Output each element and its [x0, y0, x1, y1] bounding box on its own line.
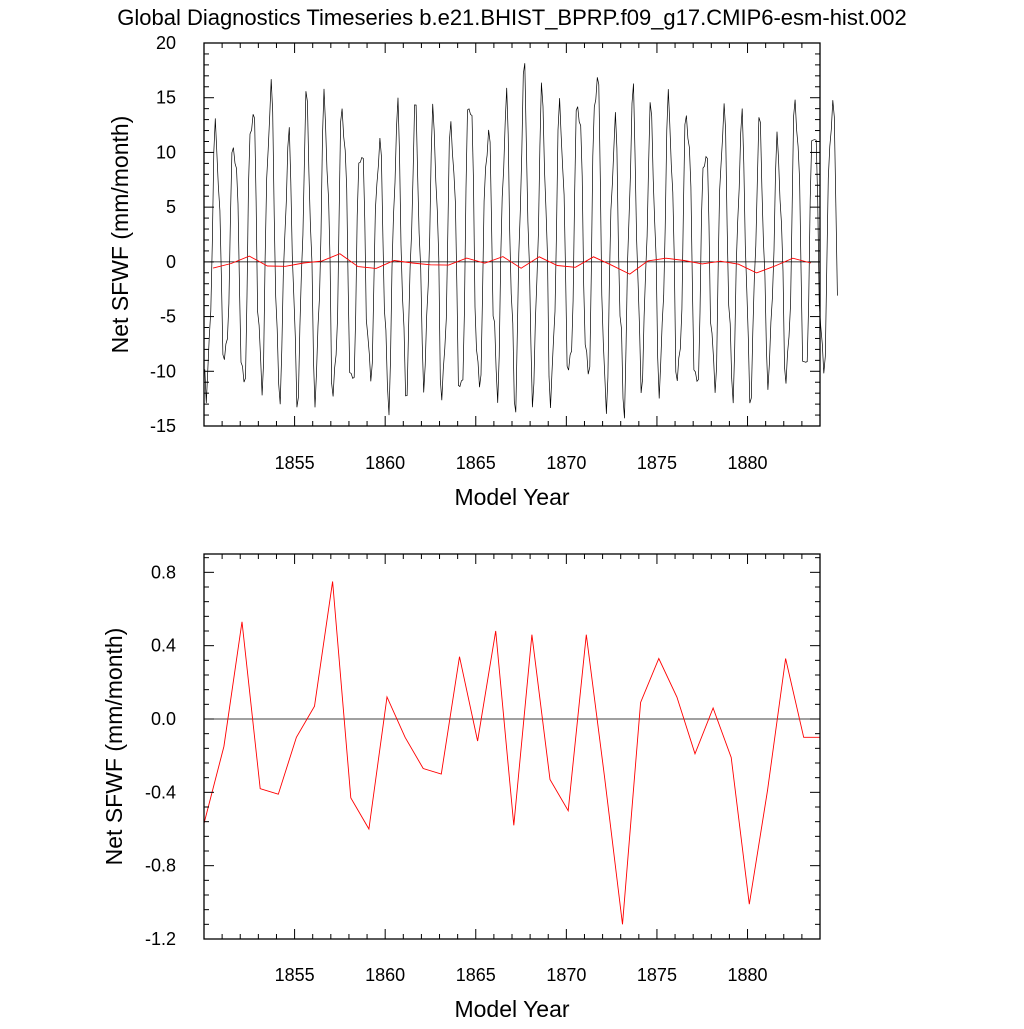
x-tick-label: 1860: [365, 453, 405, 473]
x-tick-label: 1865: [456, 965, 496, 985]
y-tick-label: 0: [166, 252, 176, 272]
axis-ticks: 1855 1860 1865 1870 1875 1880 -1.2 -0.8 -0.4 0.0 0…: [145, 554, 820, 985]
plot-area: [205, 63, 838, 418]
y-axis-label: Net SFWF (mm/month): [101, 628, 127, 866]
y-tick-label: 0.8: [151, 562, 176, 582]
x-tick-label: 1865: [456, 453, 496, 473]
x-tick-label: 1870: [546, 965, 586, 985]
x-tick-label: 1875: [637, 453, 677, 473]
y-tick-label: -0.4: [145, 782, 176, 802]
x-tick-label: 1855: [275, 453, 315, 473]
y-tick-label: 5: [166, 197, 176, 217]
y-tick-label: 20: [156, 33, 176, 53]
y-tick-label: 10: [156, 142, 176, 162]
y-tick-label: 15: [156, 88, 176, 108]
plot-area: [204, 581, 820, 924]
x-tick-label: 1880: [728, 453, 768, 473]
y-tick-label: -1.2: [145, 929, 176, 949]
x-axis-label: Model Year: [454, 484, 569, 510]
panel-annual: 1855 1860 1865 1870 1875 1880 -1.2 -0.8 -0.4 0.0 0…: [101, 554, 820, 1022]
series-monthly-line: [205, 63, 838, 418]
figure-title: Global Diagnostics Timeseries b.e21.BHIS…: [117, 5, 907, 30]
y-tick-label: -5: [160, 307, 176, 327]
x-tick-label: 1870: [546, 453, 586, 473]
x-tick-label: 1860: [365, 965, 405, 985]
x-tick-label: 1855: [275, 965, 315, 985]
series-annual-line: [213, 254, 811, 274]
x-axis-label: Model Year: [454, 996, 569, 1022]
y-tick-label: 0.0: [151, 709, 176, 729]
panel-monthly-and-annual: 1855 1860 1865 1870 1875 1880 -15 -10 -5 0 5 10 15 20…: [107, 33, 837, 510]
x-tick-label: 1875: [637, 965, 677, 985]
y-tick-label: -0.8: [145, 856, 176, 876]
y-tick-label: -15: [150, 416, 176, 436]
y-tick-label: -10: [150, 361, 176, 381]
x-tick-label: 1880: [728, 965, 768, 985]
series-annual-line: [204, 582, 820, 925]
y-tick-label: 0.4: [151, 636, 176, 656]
y-axis-label: Net SFWF (mm/month): [107, 116, 133, 354]
axis-ticks: 1855 1860 1865 1870 1875 1880 -15 -10 -5 0 5 10 15 20: [150, 33, 820, 473]
